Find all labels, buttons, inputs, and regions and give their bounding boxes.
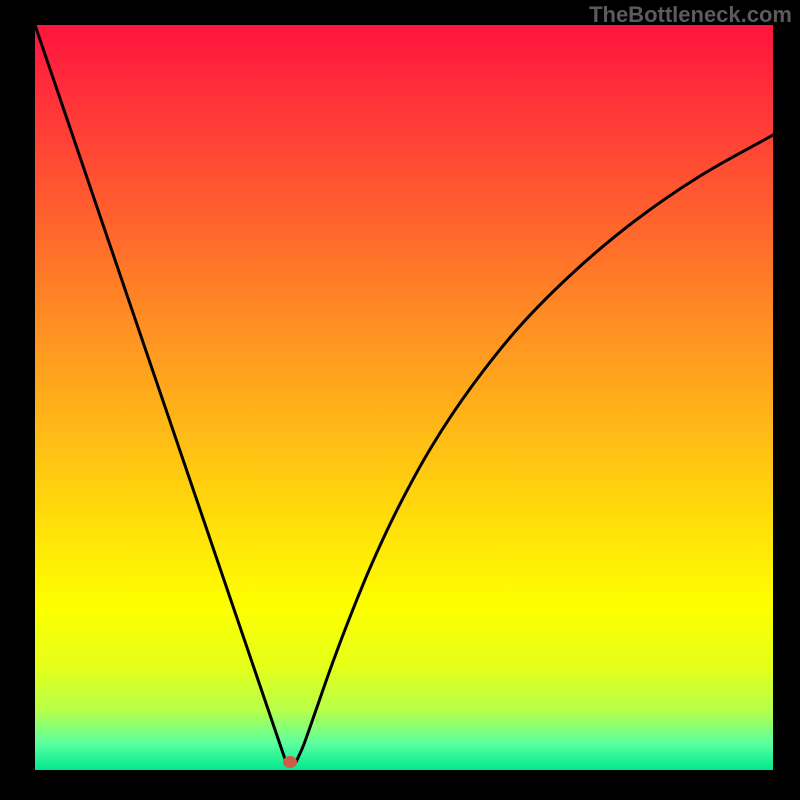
plot-background	[35, 25, 773, 770]
minimum-marker	[283, 756, 297, 768]
bottleneck-chart: TheBottleneck.com	[0, 0, 800, 800]
watermark-text: TheBottleneck.com	[589, 2, 792, 28]
chart-svg	[0, 0, 800, 800]
